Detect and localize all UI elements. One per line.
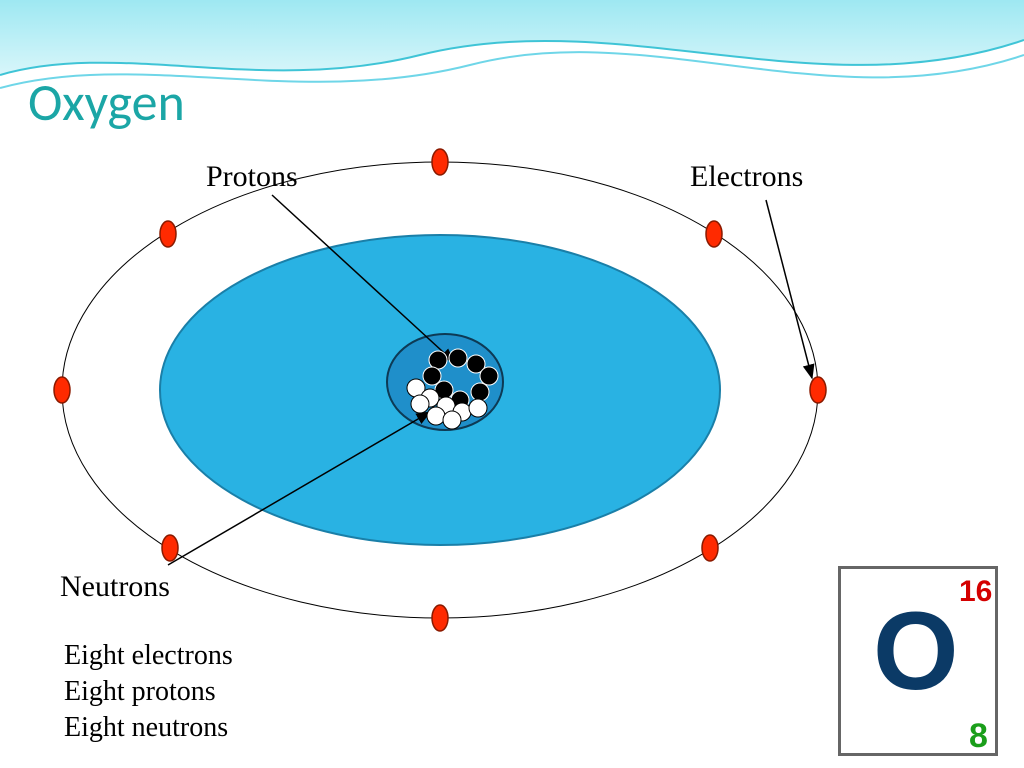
atomic-number: 8 <box>969 717 988 756</box>
slide-title: Oxygen <box>28 70 185 134</box>
protons-label: Protons <box>206 160 298 194</box>
summary-text: Eight electronsEight protonsEight neutro… <box>64 638 233 746</box>
summary-line: Eight neutrons <box>64 710 233 746</box>
summary-line: Eight protons <box>64 674 233 710</box>
summary-line: Eight electrons <box>64 638 233 674</box>
element-info-box: 16 O 8 <box>838 566 998 756</box>
mass-number: 16 <box>959 575 992 609</box>
electrons-label: Electrons <box>690 160 803 194</box>
neutrons-label: Neutrons <box>60 570 170 604</box>
element-symbol: O <box>873 597 959 707</box>
